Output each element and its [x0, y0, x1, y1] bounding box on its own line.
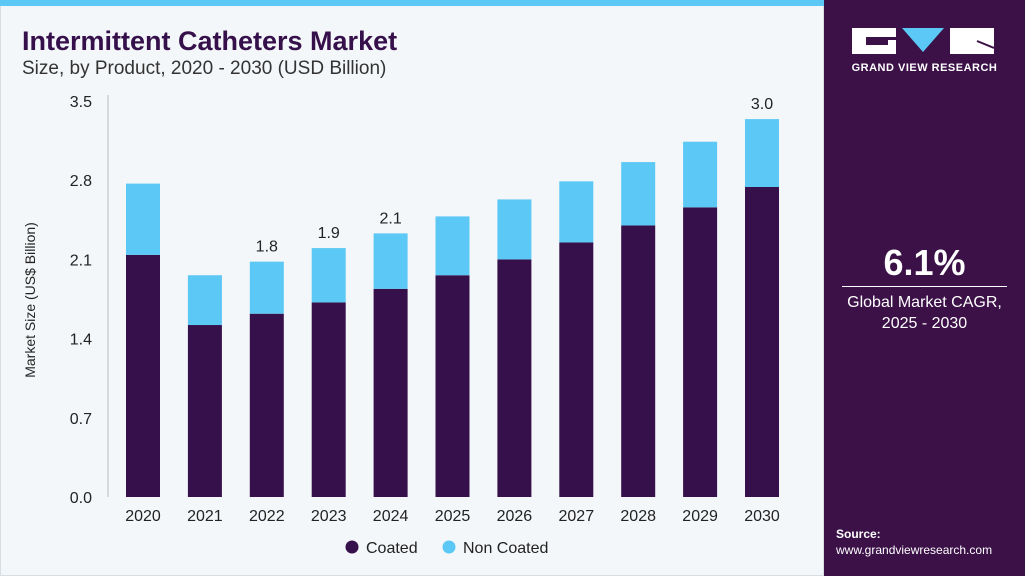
legend-marker [442, 540, 456, 554]
data-label: 1.9 [318, 225, 340, 242]
bar-coated-2027 [559, 242, 594, 497]
bar-coated-2028 [621, 225, 656, 497]
bar-non-coated-2028 [621, 162, 656, 226]
bar-non-coated-2030 [745, 119, 779, 187]
chart-title: Intermittent Catheters Market [22, 26, 398, 56]
bar-non-coated-2022 [249, 261, 284, 314]
data-label: 2.1 [379, 210, 401, 227]
bar-coated-2022 [249, 313, 284, 497]
bar-chart: 0.0 0.7 1.4 2.1 2.8 3.5 Market Size (US$ Billi… [22, 94, 780, 557]
y-tick-label: 1.4 [70, 332, 92, 349]
bar-coated-2025 [435, 275, 470, 497]
logo-icon [852, 28, 994, 54]
bar-non-coated-2027 [559, 181, 594, 243]
source-label: Source: [836, 527, 881, 541]
x-tick-label: 2025 [435, 508, 471, 525]
sidebar: GRAND VIEW RESEARCH 6.1% Global Market C… [824, 0, 1025, 576]
x-tick-label: 2020 [125, 508, 161, 525]
bar-coated-2021 [187, 325, 222, 497]
y-tick-label: 0.7 [70, 411, 92, 428]
y-tick-label: 3.5 [70, 94, 92, 111]
bar-coated-2023 [311, 302, 346, 497]
legend-label: Coated [366, 540, 418, 557]
y-tick-label: 2.1 [70, 252, 92, 269]
y-tick-label: 0.0 [70, 490, 92, 507]
bar-coated-2030 [745, 186, 779, 497]
x-tick-label: 2026 [497, 508, 533, 525]
bar-coated-2024 [373, 288, 408, 497]
bar-non-coated-2024 [373, 233, 408, 289]
legend-label: Non Coated [463, 540, 548, 557]
bar-non-coated-2026 [497, 199, 532, 260]
bar-coated-2029 [683, 207, 718, 497]
cagr-period: 2025 - 2030 [881, 315, 968, 332]
x-tick-label: 2027 [559, 508, 595, 525]
chart-subtitle: Size, by Product, 2020 - 2030 (USD Billi… [22, 58, 387, 79]
source-url[interactable]: www.grandviewresearch.com [836, 543, 993, 557]
x-tick-label: 2024 [373, 508, 409, 525]
bar-non-coated-2025 [435, 216, 470, 276]
x-tick-label: 2023 [311, 508, 347, 525]
logo-text: GRAND VIEW RESEARCH [851, 62, 998, 74]
x-tick-label: 2021 [187, 508, 223, 525]
x-tick-label: 2022 [249, 508, 285, 525]
divider [842, 286, 1007, 287]
data-label: 3.0 [751, 96, 773, 113]
accent-bar [0, 0, 824, 6]
x-tick-label: 2029 [682, 508, 718, 525]
legend-marker [345, 540, 359, 554]
bar-non-coated-2029 [683, 141, 718, 208]
bar-non-coated-2020 [126, 183, 160, 255]
cagr-label: Global Market CAGR, [847, 294, 1002, 311]
bar-non-coated-2021 [187, 275, 222, 326]
data-label: 1.8 [256, 239, 278, 256]
y-axis-label: Market Size (US$ Billion) [22, 222, 38, 378]
bar-non-coated-2023 [311, 248, 346, 303]
x-tick-label: 2028 [620, 508, 656, 525]
bar-coated-2026 [497, 259, 532, 497]
y-tick-label: 2.8 [70, 173, 92, 190]
bar-coated-2020 [126, 254, 160, 497]
x-tick-label: 2030 [744, 508, 780, 525]
cagr-value: 6.1% [883, 242, 966, 283]
